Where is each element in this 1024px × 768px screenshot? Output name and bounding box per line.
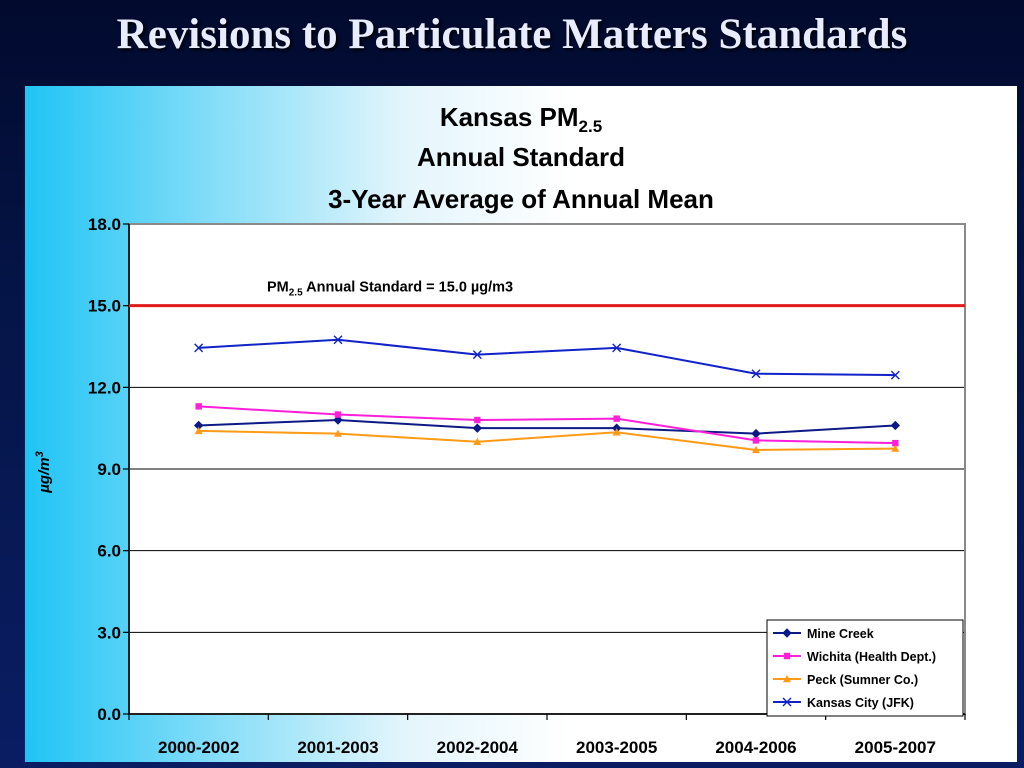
x-tick-label: 2002-2004 [437, 738, 519, 757]
chart-title-line: 3-Year Average of Annual Mean [328, 184, 714, 214]
legend-label: Kansas City (JFK) [807, 696, 914, 710]
data-point [751, 369, 761, 379]
data-point [194, 343, 204, 353]
data-point [334, 429, 342, 437]
y-tick-label: 18.0 [88, 215, 121, 234]
legend-marker [783, 652, 791, 660]
data-point [613, 415, 620, 422]
legend-marker [783, 675, 791, 683]
y-tick-label: 6.0 [97, 542, 121, 561]
series-line [198, 405, 896, 445]
slide-title: Revisions to Particulate Matters Standar… [116, 11, 908, 58]
data-point [752, 445, 760, 454]
data-point [752, 437, 760, 444]
data-point [890, 370, 900, 380]
data-point [334, 411, 342, 418]
x-tick-label: 2000-2002 [158, 738, 239, 757]
data-point [333, 415, 343, 425]
legend-label: Wichita (Health Dept.) [807, 650, 936, 664]
series-line [198, 429, 896, 451]
data-point [892, 439, 899, 447]
data-point [195, 403, 202, 410]
legend-label: Mine Creek [807, 627, 874, 641]
x-tick-label: 2003-2005 [576, 738, 657, 757]
y-axis-label: µg/m3 [34, 451, 53, 493]
x-tick-label: 2004-2006 [715, 738, 796, 757]
data-point [333, 335, 343, 345]
y-tick-label: 0.0 [97, 705, 121, 724]
chart-panel: 0.0 3.0 6.0 9.0 12.0 15.0 18.0 2000-2002 2001-20… [25, 86, 1017, 762]
legend-marker [782, 697, 792, 707]
x-tick-label: 2001-2003 [297, 738, 378, 757]
y-tick-label: 9.0 [97, 460, 121, 479]
series-line [198, 338, 896, 377]
legend-marker [782, 628, 792, 638]
data-point [890, 420, 901, 431]
pm25-line-chart: 0.0 3.0 6.0 9.0 12.0 15.0 18.0 2000-2002 2001-20… [34, 102, 966, 757]
chart-title-line: Kansas PM2.5 [440, 102, 602, 136]
data-point [891, 444, 900, 452]
y-tick-label: 15.0 [88, 297, 121, 316]
data-point [473, 437, 482, 445]
y-tick-label: 3.0 [97, 623, 121, 642]
data-point [612, 428, 621, 436]
data-point [472, 423, 483, 433]
data-point [474, 416, 481, 424]
data-point [194, 426, 203, 435]
series-line [198, 418, 896, 435]
data-point [472, 350, 482, 360]
chart-title-line: Annual Standard [417, 142, 625, 172]
legend-label: Peck (Sumner Co.) [807, 673, 918, 687]
x-tick-label: 2005-2007 [855, 738, 936, 757]
data-point [612, 343, 622, 353]
y-tick-label: 12.0 [88, 378, 121, 397]
reference-line-label: PM2.5 Annual Standard = 15.0 µg/m3 [267, 280, 513, 299]
legend-box [766, 619, 964, 717]
